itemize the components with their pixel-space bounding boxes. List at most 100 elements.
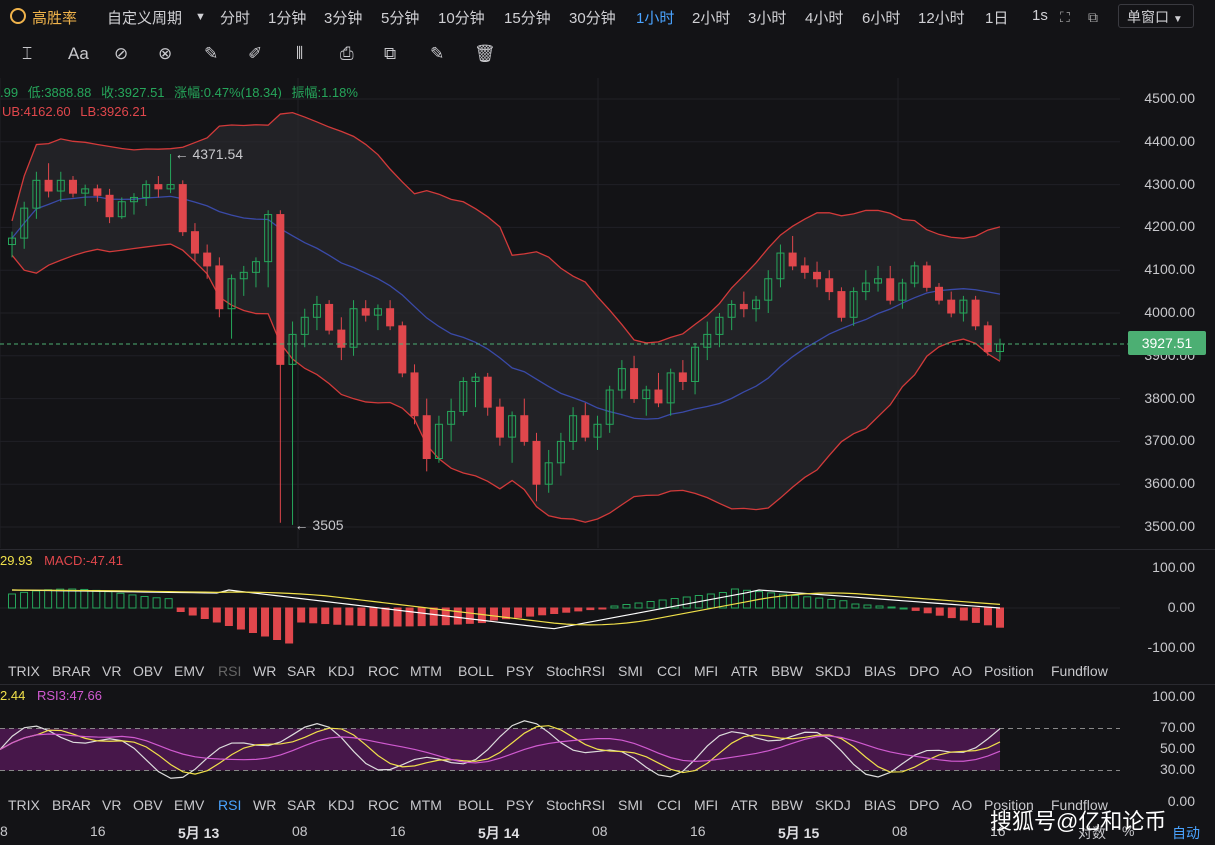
candle[interactable]	[129, 193, 138, 215]
candlestick-chart[interactable]: ← 4371.54 ← 3505	[0, 78, 1215, 548]
indicator-tab-position[interactable]: Position	[984, 663, 1034, 679]
candle[interactable]	[166, 153, 175, 194]
indicator-tab-sar[interactable]: SAR	[287, 663, 316, 679]
candle[interactable]	[251, 257, 260, 288]
candle[interactable]	[190, 223, 199, 262]
brush-icon[interactable]: ✐	[248, 44, 263, 63]
indicator-tab-smi[interactable]: SMI	[618, 797, 643, 813]
candle[interactable]	[605, 385, 614, 433]
candle[interactable]	[142, 180, 151, 206]
candle[interactable]	[410, 364, 419, 425]
candle[interactable]	[788, 235, 797, 271]
indicator-tab-roc[interactable]: ROC	[368, 663, 400, 679]
candle[interactable]	[678, 360, 687, 391]
candle[interactable]	[910, 261, 919, 288]
period-tab[interactable]: 1小时	[636, 10, 675, 27]
candle[interactable]	[44, 163, 53, 198]
candle[interactable]	[556, 432, 565, 476]
indicator-tab-trix[interactable]: TRIX	[8, 797, 40, 813]
trash-icon[interactable]: 🗑	[474, 44, 496, 63]
candle[interactable]	[386, 300, 395, 331]
candle[interactable]	[642, 385, 651, 416]
period-tab[interactable]: 6小时	[862, 10, 901, 27]
indicator-tab-position[interactable]: Position	[984, 797, 1034, 813]
window-mode-select[interactable]: 单窗口 ▼	[1118, 4, 1194, 28]
candle[interactable]	[898, 278, 907, 309]
indicator-tab-wr[interactable]: WR	[253, 797, 277, 813]
indicator-tab-skdj[interactable]: SKDJ	[815, 797, 851, 813]
rsi-chart[interactable]	[0, 700, 1120, 790]
indicator-tab-bias[interactable]: BIAS	[864, 663, 896, 679]
candle[interactable]	[593, 415, 602, 450]
indicator-tab-rsi[interactable]: RSI	[218, 797, 242, 813]
candle[interactable]	[300, 308, 309, 348]
percent-toggle[interactable]: %	[1122, 823, 1135, 839]
log-scale-toggle[interactable]: 对数	[1078, 825, 1106, 841]
candle[interactable]	[68, 176, 77, 198]
indicator-tab-obv[interactable]: OBV	[133, 797, 163, 813]
custom-period-dropdown[interactable]: 自定义周期	[107, 10, 183, 27]
candle[interactable]	[105, 188, 114, 224]
indicator-tab-atr[interactable]: ATR	[731, 663, 758, 679]
candle[interactable]	[922, 261, 931, 292]
indicator-tab-trix[interactable]: TRIX	[8, 663, 40, 679]
indicator-tab-emv[interactable]: EMV	[174, 663, 205, 679]
candle[interactable]	[764, 270, 773, 313]
candle[interactable]	[947, 291, 956, 318]
candle[interactable]	[495, 398, 504, 446]
candle[interactable]	[752, 295, 761, 322]
indicator-tab-boll[interactable]: BOLL	[458, 663, 494, 679]
candle[interactable]	[849, 287, 858, 326]
indicator-tab-fundflow[interactable]: Fundflow	[1051, 663, 1108, 679]
period-tab[interactable]: 10分钟	[438, 10, 485, 27]
period-tab[interactable]: 30分钟	[569, 10, 616, 27]
indicator-tab-mtm[interactable]: MTM	[410, 663, 442, 679]
brand-label[interactable]: 高胜率	[32, 10, 78, 27]
indicator-tab-sar[interactable]: SAR	[287, 797, 316, 813]
candle[interactable]	[349, 300, 358, 356]
candle[interactable]	[800, 257, 809, 279]
candle[interactable]	[56, 171, 65, 202]
candle-icon[interactable]: ⫴	[296, 44, 304, 63]
indicator-tab-atr[interactable]: ATR	[731, 797, 758, 813]
candle[interactable]	[227, 274, 236, 339]
indicator-tab-mfi[interactable]: MFI	[694, 797, 719, 813]
candle[interactable]	[312, 295, 321, 331]
candle[interactable]	[398, 321, 407, 378]
candle[interactable]	[508, 411, 517, 463]
indicator-tab-psy[interactable]: PSY	[506, 663, 535, 679]
indicator-tab-kdj[interactable]: KDJ	[328, 797, 355, 813]
macd-chart[interactable]	[0, 570, 1120, 655]
pencil-icon[interactable]: ✎	[204, 44, 219, 63]
indicator-tab-emv[interactable]: EMV	[174, 797, 205, 813]
candle[interactable]	[117, 197, 126, 219]
indicator-tab-ao[interactable]: AO	[952, 797, 973, 813]
candle[interactable]	[215, 257, 224, 318]
indicator-tab-kdj[interactable]: KDJ	[328, 663, 355, 679]
candle[interactable]	[471, 372, 480, 408]
candle[interactable]	[337, 317, 346, 361]
candle[interactable]	[776, 244, 785, 288]
line-tool-icon[interactable]: ⌶	[22, 44, 33, 63]
period-tab[interactable]: 分时	[220, 10, 251, 27]
period-tab[interactable]: 1s	[1032, 7, 1048, 24]
note-icon[interactable]: ✎	[430, 44, 445, 63]
candle[interactable]	[569, 407, 578, 450]
candle[interactable]	[361, 300, 370, 322]
candle[interactable]	[32, 171, 41, 219]
indicator-tab-bbw[interactable]: BBW	[771, 663, 803, 679]
indicator-tab-stochrsi[interactable]: StochRSI	[546, 663, 606, 679]
fullscreen-icon[interactable]: ⛶	[1060, 9, 1070, 25]
indicator-tab-brar[interactable]: BRAR	[52, 797, 91, 813]
candle[interactable]	[691, 342, 700, 395]
indicator-tab-obv[interactable]: OBV	[133, 663, 163, 679]
candle[interactable]	[959, 295, 968, 322]
period-tab[interactable]: 3小时	[748, 10, 787, 27]
indicator-tab-stochrsi[interactable]: StochRSI	[546, 797, 606, 813]
period-tab[interactable]: 2小时	[692, 10, 731, 27]
indicator-tab-fundflow[interactable]: Fundflow	[1051, 797, 1108, 813]
indicator-tab-mtm[interactable]: MTM	[410, 797, 442, 813]
indicator-tab-bias[interactable]: BIAS	[864, 797, 896, 813]
candle[interactable]	[154, 176, 163, 198]
candle[interactable]	[617, 360, 626, 399]
